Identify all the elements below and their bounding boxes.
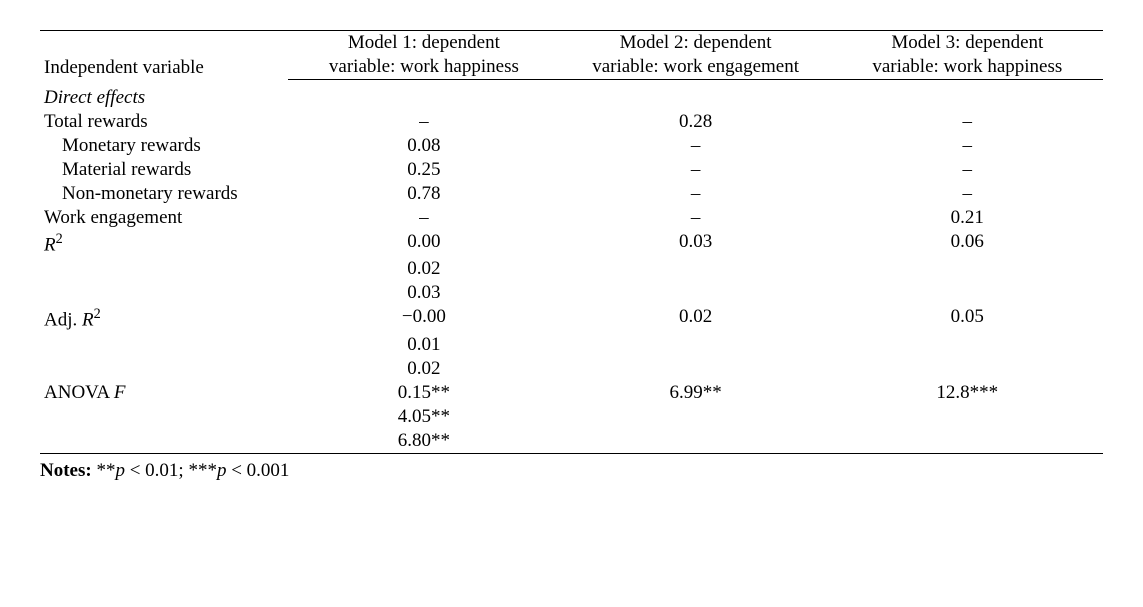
row-adjr2-l3: 0.02 <box>40 357 1103 381</box>
row-label: Total rewards <box>40 110 288 134</box>
col-header-m1-a: Model 1: dependent <box>288 31 559 56</box>
cell-m2: 0.28 <box>560 110 832 134</box>
cell-m2: 0.02 <box>560 305 832 332</box>
notes-label: Notes: <box>40 460 92 481</box>
row-monetary: Monetary rewards 0.08 – – <box>40 134 1103 158</box>
notes-body: **p < 0.01; ***p < 0.001 <box>96 460 289 481</box>
row-label: Adj. R2 <box>40 305 288 332</box>
cell-m1: 0.00 <box>288 230 559 257</box>
cell-m3: – <box>832 134 1103 158</box>
col-header-m3-a: Model 3: dependent <box>832 31 1103 56</box>
cell-m1: 4.05** <box>288 405 559 429</box>
row-label: ANOVA F <box>40 381 288 405</box>
row-work-engagement: Work engagement – – 0.21 <box>40 206 1103 230</box>
cell-m1: 0.02 <box>288 257 559 281</box>
cell-m1: 0.03 <box>288 281 559 305</box>
cell-m1: 6.80** <box>288 429 559 454</box>
row-adjr2-l2: 0.01 <box>40 333 1103 357</box>
cell-m1: 0.25 <box>288 158 559 182</box>
cell-m1: 0.78 <box>288 182 559 206</box>
row-anova-l2: 4.05** <box>40 405 1103 429</box>
cell-m1: 0.15** <box>288 381 559 405</box>
row-non-monetary: Non-monetary rewards 0.78 – – <box>40 182 1103 206</box>
cell-m2: – <box>560 158 832 182</box>
cell-m2: 6.99** <box>560 381 832 405</box>
section-label: Direct effects <box>40 86 1103 110</box>
cell-m3: 12.8*** <box>832 381 1103 405</box>
col-header-m2-b: variable: work engagement <box>560 55 832 80</box>
cell-m3: – <box>832 158 1103 182</box>
cell-m1: −0.00 <box>288 305 559 332</box>
row-label: Non-monetary rewards <box>40 182 288 206</box>
row-material: Material rewards 0.25 – – <box>40 158 1103 182</box>
row-label: Monetary rewards <box>40 134 288 158</box>
cell-m2: – <box>560 134 832 158</box>
row-r2-l3: 0.03 <box>40 281 1103 305</box>
row-label: Work engagement <box>40 206 288 230</box>
col-header-m2-a: Model 2: dependent <box>560 31 832 56</box>
table-notes: Notes: **p < 0.01; ***p < 0.001 <box>40 460 1103 482</box>
cell-m1: – <box>288 110 559 134</box>
row-r2-l1: R2 0.00 0.03 0.06 <box>40 230 1103 257</box>
cell-m3: – <box>832 110 1103 134</box>
section-direct-effects: Direct effects <box>40 86 1103 110</box>
cell-m1: 0.02 <box>288 357 559 381</box>
cell-m1: 0.08 <box>288 134 559 158</box>
cell-m3: – <box>832 182 1103 206</box>
col-header-m3-b: variable: work happiness <box>832 55 1103 80</box>
row-anova-l1: ANOVA F 0.15** 6.99** 12.8*** <box>40 381 1103 405</box>
row-adjr2-l1: Adj. R2 −0.00 0.02 0.05 <box>40 305 1103 332</box>
cell-m2: – <box>560 206 832 230</box>
row-anova-l3: 6.80** <box>40 429 1103 454</box>
col-header-m1-b: variable: work happiness <box>288 55 559 80</box>
table-header-row: Independent variable Model 1: dependent … <box>40 31 1103 56</box>
cell-m3: 0.21 <box>832 206 1103 230</box>
regression-table: Independent variable Model 1: dependent … <box>40 30 1103 454</box>
row-total-rewards: Total rewards – 0.28 – <box>40 110 1103 134</box>
cell-m1: 0.01 <box>288 333 559 357</box>
cell-m2: – <box>560 182 832 206</box>
row-label: Material rewards <box>40 158 288 182</box>
col-header-iv: Independent variable <box>40 31 288 80</box>
cell-m2: 0.03 <box>560 230 832 257</box>
row-label: R2 <box>40 230 288 257</box>
cell-m1: – <box>288 206 559 230</box>
cell-m3: 0.06 <box>832 230 1103 257</box>
row-r2-l2: 0.02 <box>40 257 1103 281</box>
cell-m3: 0.05 <box>832 305 1103 332</box>
